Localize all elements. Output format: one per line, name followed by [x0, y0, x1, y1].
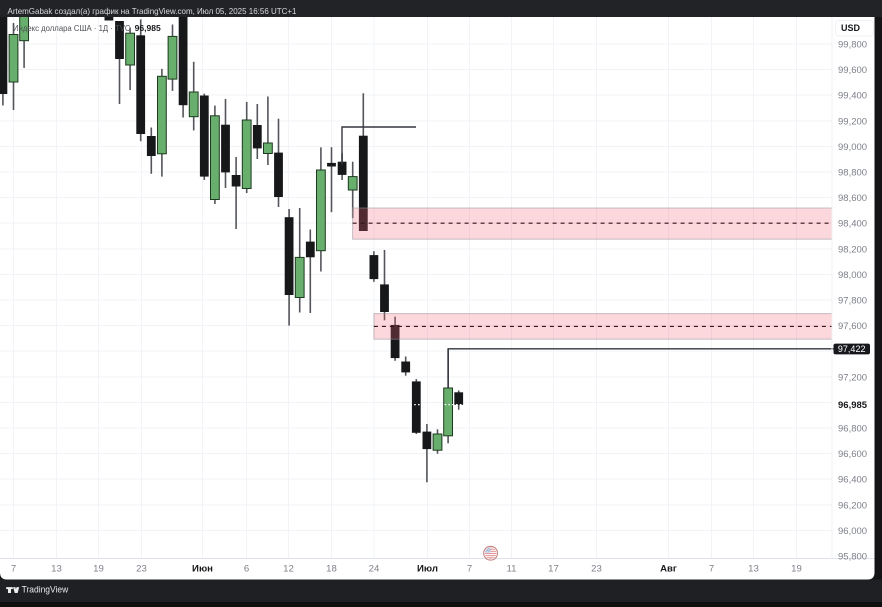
svg-text:99,800: 99,800 [838, 40, 867, 51]
svg-text:13: 13 [748, 563, 759, 574]
svg-text:19: 19 [93, 563, 104, 574]
svg-text:96,600: 96,600 [838, 449, 867, 460]
svg-text:24: 24 [369, 563, 380, 574]
svg-text:98,200: 98,200 [838, 244, 867, 255]
svg-text:Индекс доллара США · 1Д · TVC: Индекс доллара США · 1Д · TVC [13, 23, 131, 33]
svg-text:96,000: 96,000 [838, 526, 867, 537]
svg-text:Июн: Июн [192, 563, 213, 574]
svg-text:12: 12 [283, 563, 294, 574]
svg-text:23: 23 [136, 563, 147, 574]
svg-text:99,000: 99,000 [838, 142, 867, 153]
svg-text:13: 13 [51, 563, 62, 574]
svg-text:97,422: 97,422 [838, 344, 866, 354]
svg-text:17: 17 [548, 563, 559, 574]
svg-text:18: 18 [326, 563, 337, 574]
svg-text:97,800: 97,800 [838, 296, 867, 307]
svg-text:11: 11 [507, 563, 517, 574]
svg-text:96,800: 96,800 [838, 424, 867, 435]
svg-text:99,400: 99,400 [838, 91, 867, 102]
svg-text:99,600: 99,600 [838, 65, 867, 76]
svg-text:7: 7 [467, 563, 472, 574]
svg-text:96,985: 96,985 [838, 400, 868, 411]
svg-text:97,600: 97,600 [838, 321, 867, 332]
svg-text:7: 7 [709, 563, 714, 574]
svg-text:Авг: Авг [660, 563, 677, 574]
svg-text:23: 23 [591, 563, 602, 574]
svg-text:99,200: 99,200 [838, 116, 867, 127]
svg-text:6: 6 [244, 563, 249, 574]
svg-text:19: 19 [791, 563, 802, 574]
svg-text:98,400: 98,400 [838, 219, 867, 230]
svg-text:95,800: 95,800 [838, 552, 867, 563]
svg-text:96,985: 96,985 [135, 23, 161, 33]
svg-text:ArtemGabak создал(а) график на: ArtemGabak создал(а) график на TradingVi… [8, 6, 297, 16]
svg-text:98,000: 98,000 [838, 270, 867, 281]
svg-text:USD: USD [841, 23, 861, 33]
svg-text:7: 7 [11, 563, 16, 574]
svg-text:Июл: Июл [417, 563, 438, 574]
svg-text:98,800: 98,800 [838, 168, 867, 179]
svg-text:TradingView: TradingView [22, 585, 69, 596]
svg-text:96,200: 96,200 [838, 500, 867, 511]
svg-text:96,400: 96,400 [838, 475, 867, 486]
svg-text:97,200: 97,200 [838, 372, 867, 383]
svg-text:98,600: 98,600 [838, 193, 867, 204]
